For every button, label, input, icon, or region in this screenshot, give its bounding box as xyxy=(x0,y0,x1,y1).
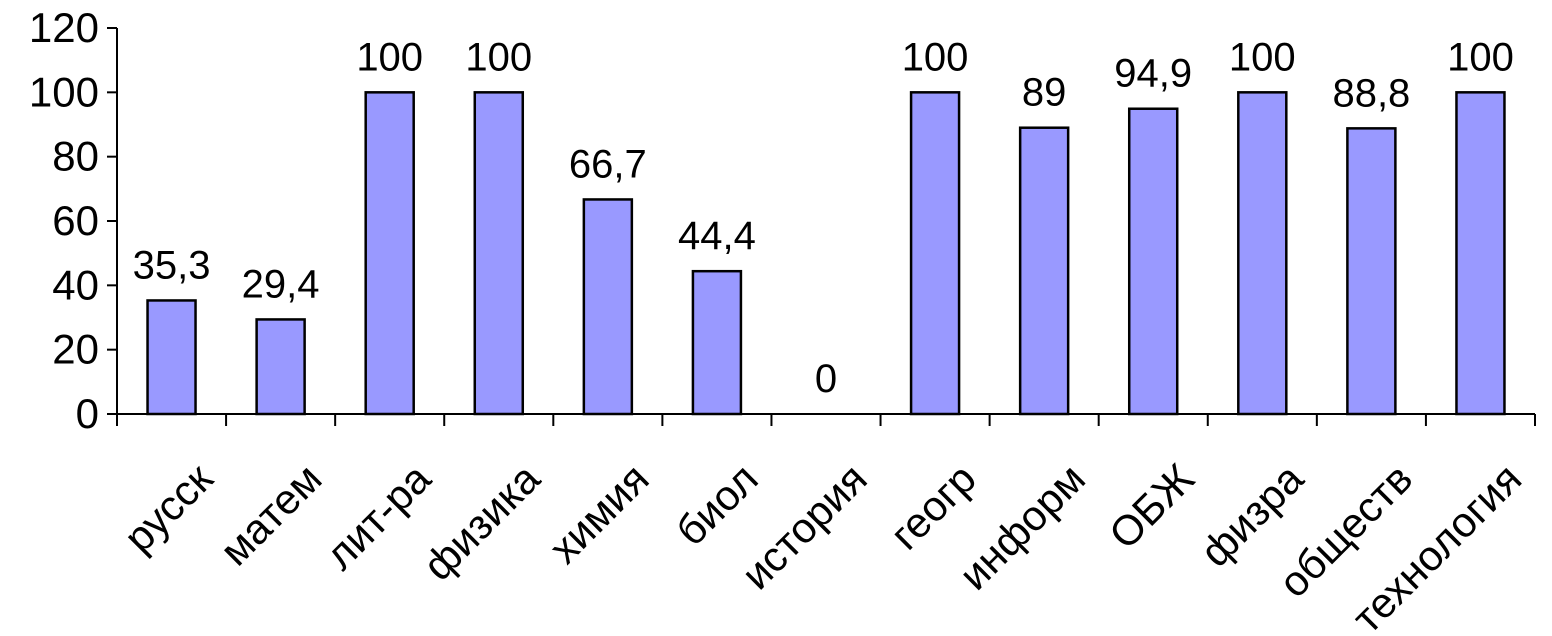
data-label: 88,8 xyxy=(1332,71,1410,115)
data-label: 100 xyxy=(1447,35,1514,79)
bar-2 xyxy=(364,91,415,416)
bar-10 xyxy=(1237,91,1288,416)
y-tick-label: 0 xyxy=(76,390,99,437)
data-label: 100 xyxy=(465,35,532,79)
y-tick-label: 100 xyxy=(29,68,99,115)
data-label: 44,4 xyxy=(678,214,756,258)
y-tick-label: 120 xyxy=(29,4,99,51)
data-label: 100 xyxy=(1229,35,1296,79)
bar-8 xyxy=(1018,126,1070,416)
x-axis xyxy=(116,413,1536,426)
data-label: 89 xyxy=(1022,71,1067,115)
data-label: 35,3 xyxy=(133,243,211,287)
bar-7 xyxy=(909,91,961,416)
category-label: русск xyxy=(115,454,222,561)
bar-5 xyxy=(691,269,743,416)
bar-1 xyxy=(255,318,306,416)
data-label: 100 xyxy=(356,35,423,79)
y-tick-label: 20 xyxy=(52,326,99,373)
bar-3 xyxy=(473,91,525,416)
category-label: геогр xyxy=(881,455,985,559)
bar-0 xyxy=(146,299,197,416)
data-label: 66,7 xyxy=(569,142,647,186)
bar-11 xyxy=(1346,127,1397,416)
bar-12 xyxy=(1455,91,1506,416)
category-label: матем xyxy=(211,455,331,575)
data-label: 100 xyxy=(902,35,969,79)
y-tick-label: 60 xyxy=(52,197,99,244)
data-labels: 35,3 29,4 100 100 66,7 44,4 0 100 89 94,9 100 88,8 1… xyxy=(133,35,1514,401)
category-label: ОБЖ xyxy=(1100,454,1203,557)
category-label: биол xyxy=(667,455,767,555)
data-label: 94,9 xyxy=(1114,52,1192,96)
category-label: физика xyxy=(414,454,549,589)
data-label: 29,4 xyxy=(242,262,320,306)
bars xyxy=(146,91,1506,416)
y-tick-label: 40 xyxy=(52,261,99,308)
data-label: 0 xyxy=(815,357,837,401)
y-axis: 0 20 40 60 80 100 120 xyxy=(29,4,118,437)
category-label: химия xyxy=(540,455,658,573)
bar-9 xyxy=(1127,107,1179,416)
y-tick-label: 80 xyxy=(52,133,99,180)
bar-4 xyxy=(582,198,634,416)
